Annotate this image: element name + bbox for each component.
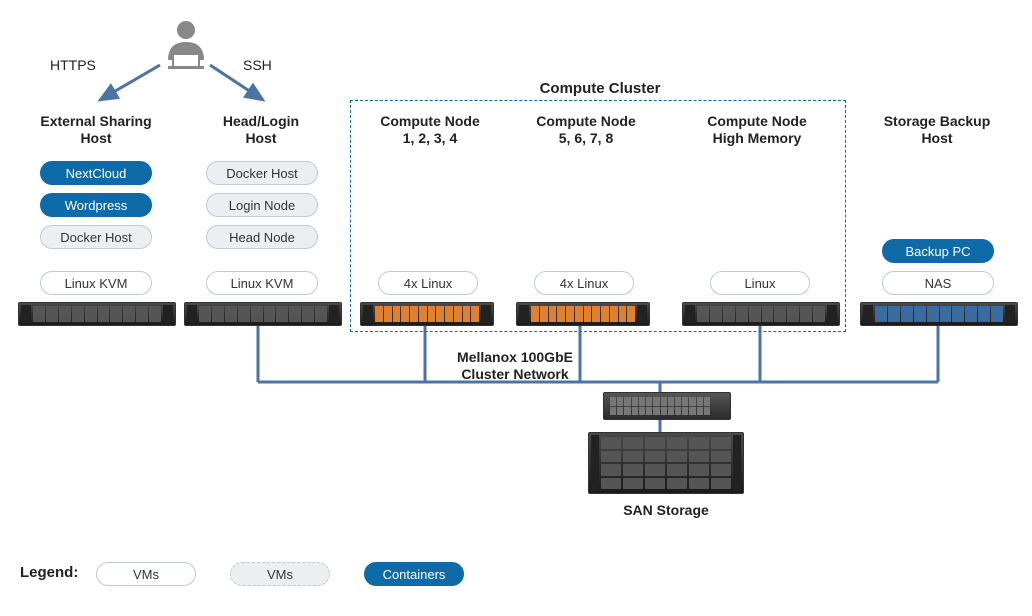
pill-head-node: Head Node (206, 225, 318, 249)
external-title: External Sharing Host (26, 113, 166, 147)
server-external (18, 302, 176, 326)
pill-login-node: Login Node (206, 193, 318, 217)
pill-compute3-os: Linux (710, 271, 810, 295)
legend-label: Legend: (20, 564, 78, 581)
server-storage (860, 302, 1018, 326)
storage-title: Storage Backup Host (862, 113, 1012, 147)
pill-backup-pc: Backup PC (882, 239, 994, 263)
legend-vms-white: VMs (96, 562, 196, 586)
server-compute1 (360, 302, 494, 326)
pill-compute2-os: 4x Linux (534, 271, 634, 295)
pill-compute1-os: 4x Linux (378, 271, 478, 295)
pill-nextcloud: NextCloud (40, 161, 152, 185)
legend-containers: Containers (364, 562, 464, 586)
compute3-title-l1: Compute Node (707, 113, 807, 129)
user-icon (156, 18, 216, 70)
network-switch (603, 392, 731, 420)
ssh-label: SSH (243, 57, 272, 73)
server-compute2 (516, 302, 650, 326)
compute3-title-l2: High Memory (713, 130, 802, 146)
network-label: Mellanox 100GbE Cluster Network (430, 349, 600, 383)
pill-kvm-ext: Linux KVM (40, 271, 152, 295)
compute1-title-l2: 1, 2, 3, 4 (403, 130, 457, 146)
head-title: Head/Login Host (196, 113, 326, 147)
server-compute3 (682, 302, 840, 326)
storage-title-l1: Storage Backup (884, 113, 991, 129)
external-title-l1: External Sharing (40, 113, 151, 129)
pill-kvm-head: Linux KVM (206, 271, 318, 295)
compute2-title-l2: 5, 6, 7, 8 (559, 130, 613, 146)
legend-vms-dashed: VMs (230, 562, 330, 586)
head-title-l1: Head/Login (223, 113, 299, 129)
san-label: SAN Storage (610, 502, 722, 519)
cluster-title: Compute Cluster (500, 80, 700, 98)
server-head (184, 302, 342, 326)
pill-docker-ext: Docker Host (40, 225, 152, 249)
pill-nas: NAS (882, 271, 994, 295)
compute2-title: Compute Node 5, 6, 7, 8 (516, 113, 656, 147)
pill-wordpress: Wordpress (40, 193, 152, 217)
san-storage (588, 432, 744, 494)
compute2-title-l1: Compute Node (536, 113, 636, 129)
head-title-l2: Host (245, 130, 276, 146)
network-label-l1: Mellanox 100GbE (457, 349, 573, 365)
compute3-title: Compute Node High Memory (682, 113, 832, 147)
external-title-l2: Host (80, 130, 111, 146)
compute1-title: Compute Node 1, 2, 3, 4 (360, 113, 500, 147)
pill-docker-head: Docker Host (206, 161, 318, 185)
https-label: HTTPS (50, 57, 96, 73)
storage-title-l2: Host (921, 130, 952, 146)
compute1-title-l1: Compute Node (380, 113, 480, 129)
network-label-l2: Cluster Network (461, 366, 568, 382)
